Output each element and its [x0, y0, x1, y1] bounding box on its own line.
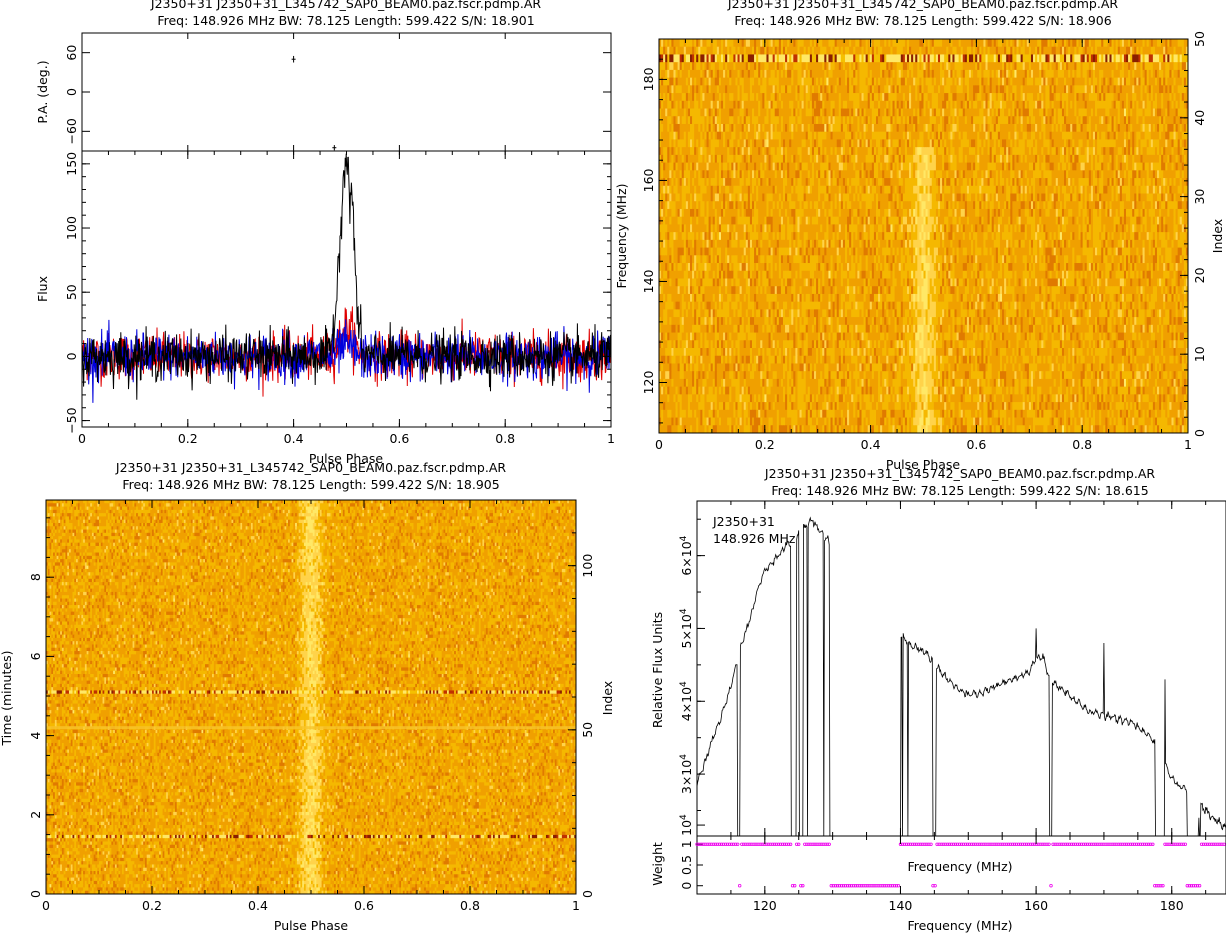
x-tick-label: 0.6 [389, 431, 409, 446]
pa-frame [82, 33, 611, 151]
x-tick-label: 0.8 [495, 431, 515, 446]
freq-phase-panel: J2350+31 J2350+31_L345742_SAP0_BEAM0.paz… [614, 0, 1225, 472]
pa-ylabel: P.A. (deg.) [35, 60, 50, 123]
pa-y-tick-label: 60 [64, 45, 79, 61]
flux-y-tick-label: 0 [64, 352, 79, 360]
freq-phase-subtitle: Freq: 148.926 MHz BW: 78.125 Length: 599… [734, 13, 1111, 28]
flux-y-tick-label: −50 [64, 407, 79, 433]
profile-panel: J2350+31 J2350+31_L345742_SAP0_BEAM0.paz… [35, 0, 615, 466]
x-tick-label: 0.4 [284, 431, 304, 446]
pa-plot: −60 0 60 [64, 33, 611, 151]
flux-frame [82, 151, 611, 427]
x-tick-label: 0 [78, 431, 86, 446]
flux-ylabel: Flux [35, 276, 50, 302]
pa-y-tick-label: −60 [64, 118, 79, 144]
profile-subtitle: Freq: 148.926 MHz BW: 78.125 Length: 599… [157, 13, 534, 28]
pa-y-tick-label: 0 [64, 88, 79, 96]
x-tick-label: 0.2 [178, 431, 198, 446]
profile-title: J2350+31 J2350+31_L345742_SAP0_BEAM0.paz… [150, 0, 541, 11]
flux-y-tick-label: 100 [64, 216, 79, 240]
x-tick-label: 1 [607, 431, 615, 446]
flux-y-tick-label: 150 [64, 152, 79, 176]
freq-phase-title: J2350+31 J2350+31_L345742_SAP0_BEAM0.paz… [727, 0, 1118, 11]
flux-y-tick-label: 50 [64, 284, 79, 300]
